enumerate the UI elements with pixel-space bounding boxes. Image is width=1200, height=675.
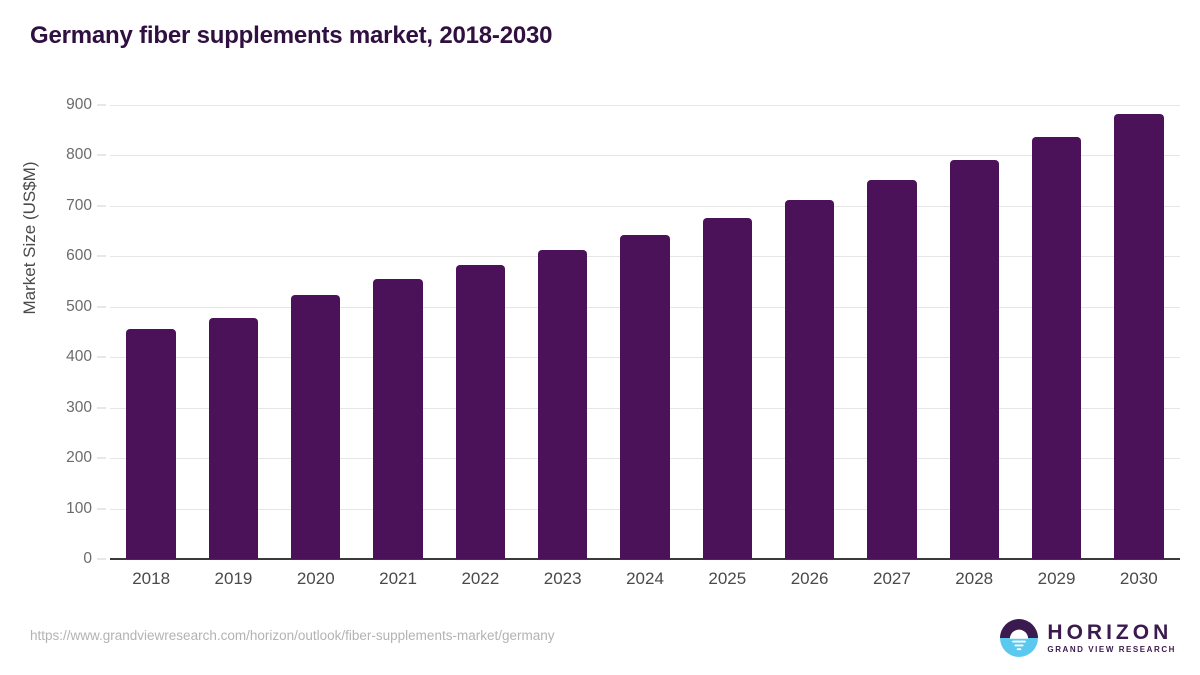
source-url[interactable]: https://www.grandviewresearch.com/horizo…	[30, 628, 555, 643]
y-axis-tick-mark	[97, 457, 106, 459]
bar-2021[interactable]	[373, 279, 423, 559]
x-axis-tick-label: 2018	[132, 569, 171, 588]
x-axis-tick-label: 2021	[379, 569, 417, 588]
y-axis-tick-label: 700	[66, 196, 92, 214]
y-axis-tick-label: 400	[66, 348, 92, 366]
x-axis-tick-label: 2028	[955, 569, 994, 588]
bar-2027[interactable]	[867, 180, 917, 559]
y-axis-tick-mark	[97, 205, 106, 207]
y-axis-tick-mark	[97, 356, 106, 358]
y-axis-tick-label: 900	[66, 96, 92, 113]
y-axis-tick-label: 100	[66, 499, 92, 517]
horizon-logo: HORIZON GRAND VIEW RESEARCH	[1000, 617, 1176, 659]
gridline	[110, 155, 1180, 157]
y-axis-tick-label: 0	[83, 550, 92, 567]
y-axis-tick-mark	[97, 104, 106, 106]
bar-2030[interactable]	[1114, 113, 1164, 559]
bar-2025[interactable]	[702, 217, 752, 559]
plot-area	[110, 105, 1180, 560]
bar-2022[interactable]	[455, 264, 506, 559]
y-axis-tick-mark	[97, 154, 106, 156]
bar-2028[interactable]	[949, 160, 999, 559]
x-axis-tick-label: 2024	[626, 569, 664, 588]
logo-wordmark: HORIZON	[1047, 621, 1173, 644]
y-axis-tick-label: 200	[66, 449, 92, 467]
y-axis-tick-label: 600	[66, 247, 92, 265]
horizon-logo-text: HORIZON GRAND VIEW RESEARCH	[1047, 622, 1176, 654]
logo-tagline: GRAND VIEW RESEARCH	[1047, 645, 1176, 654]
x-axis-tick-label: 2029	[1037, 569, 1076, 588]
bar-2023[interactable]	[538, 249, 588, 559]
y-axis-tick-label: 500	[66, 297, 92, 315]
bar-2029[interactable]	[1031, 136, 1082, 559]
y-axis-tick-mark	[97, 407, 106, 409]
x-axis-tick-label: 2019	[214, 569, 253, 588]
y-axis-tick-labels: 0 100 200 300 400 500 600 700 800 900	[0, 96, 92, 567]
y-axis-tick-label: 300	[66, 398, 92, 416]
bar-2018[interactable]	[126, 328, 176, 559]
x-axis-tick-label: 2027	[873, 569, 911, 588]
axis-baseline	[110, 558, 1180, 560]
y-axis-tick-mark	[97, 255, 106, 257]
x-axis-tick-label: 2020	[296, 569, 335, 588]
x-axis-tick-label: 2030	[1119, 569, 1158, 588]
y-axis-tick-label: 800	[66, 146, 92, 164]
bar-2026[interactable]	[784, 200, 835, 559]
gridline	[110, 205, 1180, 207]
bar-2019[interactable]	[208, 317, 259, 559]
y-axis-tick-marks	[97, 104, 107, 560]
x-axis-tick-label: 2025	[708, 569, 747, 588]
x-axis-tick-label: 2026	[790, 569, 829, 588]
y-axis-tick-mark	[97, 558, 106, 560]
y-axis-tick-mark	[97, 508, 106, 510]
gridline	[110, 105, 1180, 106]
bar-2020[interactable]	[291, 295, 341, 559]
x-axis-tick-label: 2023	[543, 569, 582, 588]
x-axis-tick-labels: 2018 2019 2020 2021 2022 2023 2024 2025 2026 2027…	[110, 569, 1180, 599]
horizon-logo-icon	[1000, 619, 1039, 657]
x-axis-tick-label: 2022	[461, 569, 500, 588]
bar-2024[interactable]	[620, 234, 670, 559]
page-title: Germany fiber supplements market, 2018-2…	[30, 22, 553, 49]
y-axis-tick-mark	[97, 306, 106, 308]
